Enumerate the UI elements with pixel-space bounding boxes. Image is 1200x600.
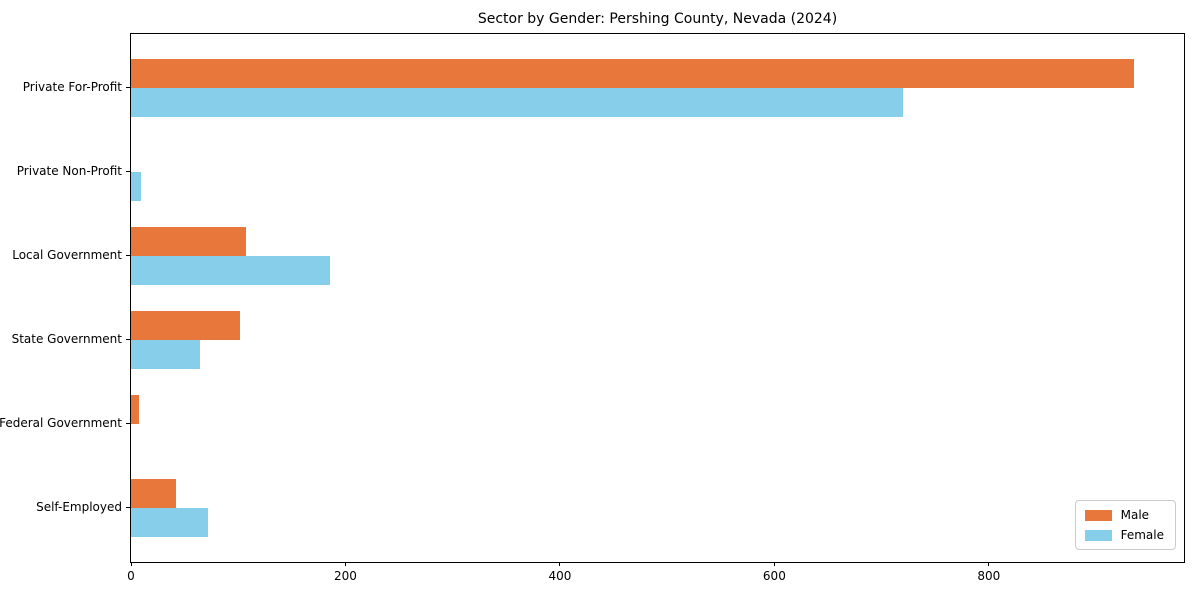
- x-tick-label-200: 200: [334, 569, 357, 583]
- bar-female-private-non-profit: [131, 172, 141, 201]
- y-tick-private-non-profit: [126, 171, 130, 172]
- y-tick-private-for-profit: [126, 87, 130, 88]
- category-label-federal-government: Federal Government: [0, 416, 122, 430]
- bar-male-state-government: [131, 311, 241, 340]
- x-tick-800: [988, 562, 990, 566]
- category-label-state-government: State Government: [11, 332, 122, 346]
- x-tick-200: [344, 562, 346, 566]
- legend-swatch-male: [1084, 509, 1112, 521]
- bar-male-private-for-profit: [131, 59, 1134, 88]
- category-label-local-government: Local Government: [12, 248, 122, 262]
- bar-female-self-employed: [131, 508, 209, 537]
- bar-male-self-employed: [131, 479, 176, 508]
- legend-label-male: Male: [1120, 508, 1150, 522]
- category-label-private-for-profit: Private For-Profit: [22, 80, 122, 94]
- y-tick-federal-government: [126, 423, 130, 424]
- bar-male-local-government: [131, 227, 246, 256]
- legend: Male Female: [1074, 500, 1176, 550]
- bar-female-local-government: [131, 256, 331, 285]
- legend-entry-female: Female: [1084, 528, 1164, 542]
- bar-male-federal-government: [131, 395, 139, 424]
- x-tick-400: [559, 562, 561, 566]
- x-tick-label-600: 600: [762, 569, 786, 583]
- legend-label-female: Female: [1120, 528, 1164, 542]
- x-tick-label-0: 0: [127, 569, 135, 583]
- y-tick-local-government: [126, 255, 130, 256]
- y-tick-self-employed: [126, 507, 130, 508]
- bar-female-private-for-profit: [131, 88, 904, 117]
- x-tick-label-800: 800: [977, 569, 1001, 583]
- legend-swatch-female: [1084, 529, 1112, 541]
- x-tick-label-400: 400: [548, 569, 572, 583]
- category-label-private-non-profit: Private Non-Profit: [16, 164, 122, 178]
- chart-title: Sector by Gender: Pershing County, Nevad…: [477, 11, 838, 27]
- bar-female-state-government: [131, 340, 200, 369]
- plot-area: Private For-Profit Private Non-Profit Loca…: [0, 33, 1185, 583]
- x-tick-0: [130, 562, 132, 566]
- legend-entry-male: Male: [1084, 508, 1164, 522]
- category-label-self-employed: Self-Employed: [36, 500, 122, 514]
- x-tick-600: [773, 562, 775, 566]
- y-tick-state-government: [126, 339, 130, 340]
